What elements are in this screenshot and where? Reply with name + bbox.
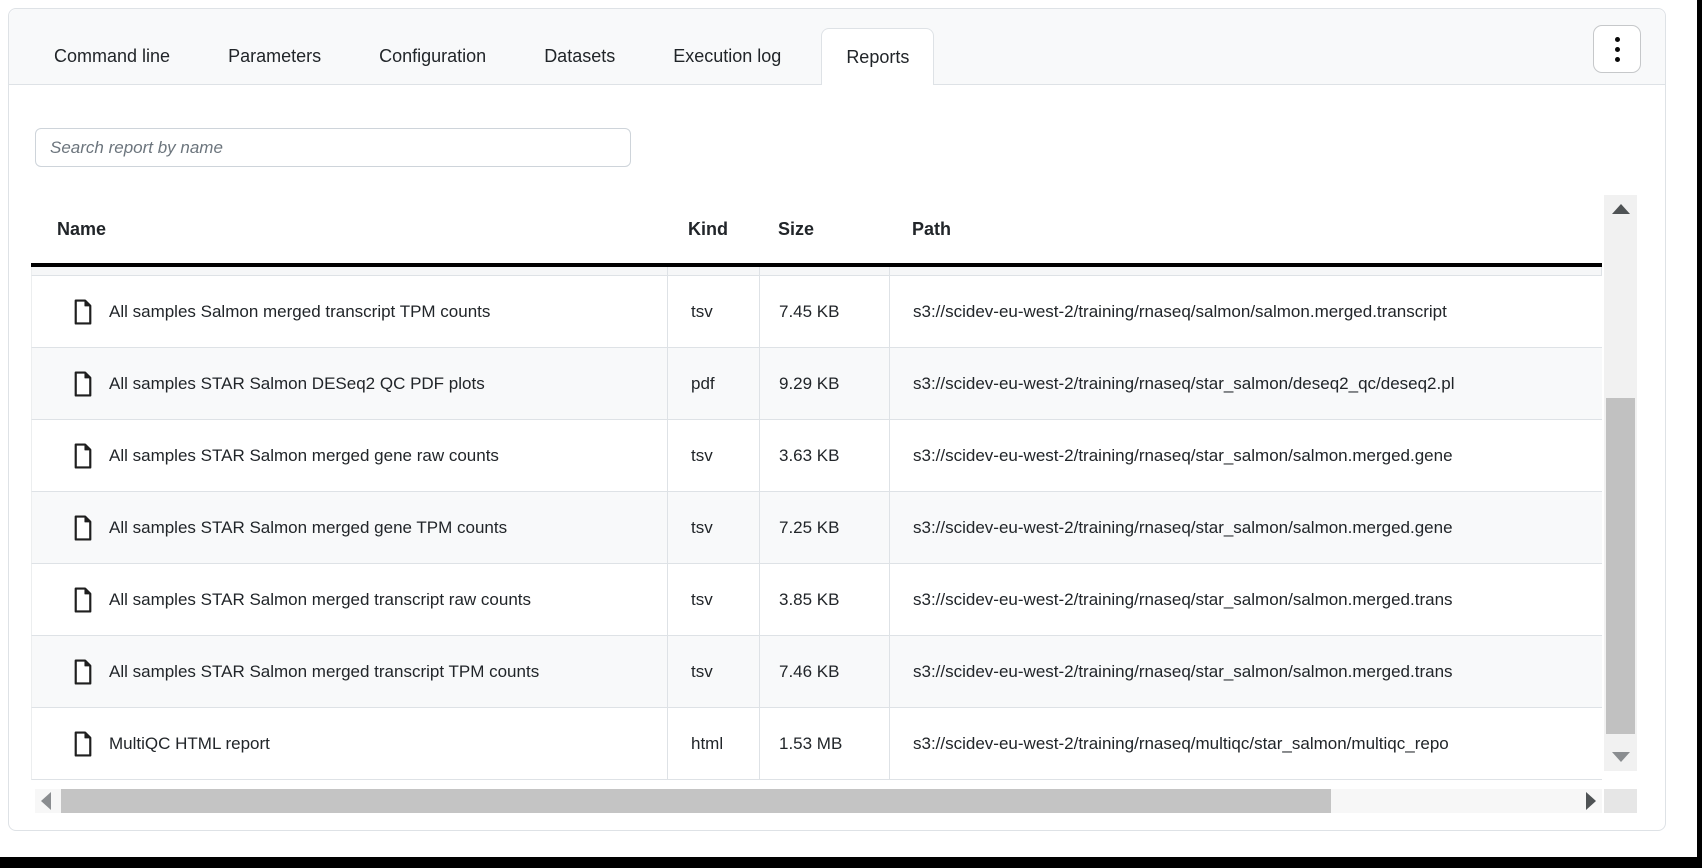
- table-row[interactable]: All samples STAR Salmon merged transcrip…: [31, 636, 1602, 708]
- report-path-cell: s3://scidev-eu-west-2/training/rnaseq/st…: [913, 589, 1453, 609]
- horizontal-scrollbar-track[interactable]: [57, 789, 1580, 813]
- tab-configuration[interactable]: Configuration: [379, 46, 487, 66]
- scroll-up-arrow-icon[interactable]: [1604, 197, 1637, 221]
- report-kind-cell: html: [668, 708, 760, 779]
- report-kind-cell: tsv: [668, 636, 760, 707]
- file-icon: [73, 370, 93, 397]
- table-row[interactable]: All samples STAR Salmon merged gene TPM …: [31, 492, 1602, 564]
- table-row[interactable]: All samples Salmon merged transcript TPM…: [31, 276, 1602, 348]
- report-name-label: All samples STAR Salmon DESeq2 QC PDF pl…: [109, 373, 485, 393]
- tab-parameters[interactable]: Parameters: [228, 46, 322, 66]
- tab-bar: Command line Parameters Configuration Datas…: [9, 9, 1665, 85]
- file-icon: [73, 658, 93, 685]
- file-icon: [73, 298, 93, 325]
- report-name-cell: All samples STAR Salmon merged gene TPM …: [32, 492, 668, 563]
- report-path-cell: s3://scidev-eu-west-2/training/rnaseq/sa…: [913, 301, 1447, 321]
- file-icon: [73, 586, 93, 613]
- report-name-label: All samples STAR Salmon merged transcrip…: [109, 589, 532, 609]
- report-kind-cell: tsv: [668, 492, 760, 563]
- tab-command-line[interactable]: Command line: [54, 46, 171, 66]
- table-row[interactable]: All samples STAR Salmon merged transcrip…: [31, 564, 1602, 636]
- file-icon: [73, 442, 93, 469]
- run-details-card: Command line Parameters Configuration Datas…: [8, 8, 1666, 831]
- scroll-down-arrow-icon[interactable]: [1604, 745, 1637, 769]
- report-name-cell: All samples STAR Salmon DESeq2 QC PDF pl…: [32, 348, 668, 419]
- report-kind-cell: tsv: [668, 564, 760, 635]
- search-input[interactable]: [35, 128, 631, 167]
- column-header-size: Size: [778, 218, 815, 239]
- report-path-cell: s3://scidev-eu-west-2/training/rnaseq/st…: [913, 445, 1453, 465]
- table-header-row: Name Kind Size Path: [31, 195, 1602, 267]
- column-header-name: Name: [57, 218, 107, 239]
- report-path-cell: s3://scidev-eu-west-2/training/rnaseq/st…: [913, 517, 1453, 537]
- file-icon: [73, 730, 93, 757]
- report-name-label: MultiQC HTML report: [109, 733, 270, 753]
- tab-reports[interactable]: Reports: [821, 28, 935, 85]
- partially-scrolled-row: [31, 267, 1602, 276]
- kebab-menu-icon: [1614, 36, 1620, 62]
- report-size-cell: 1.53 MB: [760, 708, 890, 779]
- scroll-left-arrow-icon[interactable]: [35, 789, 57, 813]
- file-icon: [73, 514, 93, 541]
- report-size-cell: 9.29 KB: [760, 348, 890, 419]
- table-row[interactable]: All samples STAR Salmon DESeq2 QC PDF pl…: [31, 348, 1602, 420]
- report-path-cell: s3://scidev-eu-west-2/training/rnaseq/st…: [913, 661, 1453, 681]
- report-name-label: All samples STAR Salmon merged gene raw …: [109, 445, 499, 465]
- report-size-cell: 7.25 KB: [760, 492, 890, 563]
- horizontal-scrollbar[interactable]: [35, 789, 1602, 813]
- report-size-cell: 3.85 KB: [760, 564, 890, 635]
- kebab-menu-button[interactable]: [1593, 25, 1641, 73]
- report-path-cell: s3://scidev-eu-west-2/training/rnaseq/mu…: [913, 733, 1449, 753]
- scroll-right-arrow-icon[interactable]: [1580, 789, 1602, 813]
- reports-table: Name Kind Size Path All samples Salmon m…: [31, 195, 1602, 780]
- scrollbar-corner: [1604, 789, 1637, 813]
- tab-execution-log[interactable]: Execution log: [673, 46, 782, 66]
- report-name-label: All samples STAR Salmon merged transcrip…: [109, 661, 540, 681]
- report-name-cell: All samples Salmon merged transcript TPM…: [32, 276, 668, 347]
- report-name-cell: All samples STAR Salmon merged transcrip…: [32, 636, 668, 707]
- report-name-cell: All samples STAR Salmon merged transcrip…: [32, 564, 668, 635]
- report-path-cell: s3://scidev-eu-west-2/training/rnaseq/st…: [913, 373, 1455, 393]
- report-size-cell: 3.63 KB: [760, 420, 890, 491]
- vertical-scrollbar-thumb[interactable]: [1606, 398, 1635, 734]
- vertical-scrollbar[interactable]: [1604, 195, 1637, 771]
- column-header-path: Path: [912, 218, 952, 239]
- column-header-kind: Kind: [688, 218, 728, 239]
- report-name-cell: MultiQC HTML report: [32, 708, 668, 779]
- table-body: All samples Salmon merged transcript TPM…: [31, 276, 1602, 780]
- report-kind-cell: tsv: [668, 420, 760, 491]
- report-kind-cell: pdf: [668, 348, 760, 419]
- report-name-label: All samples STAR Salmon merged gene TPM …: [109, 517, 508, 537]
- horizontal-scrollbar-thumb[interactable]: [61, 789, 1331, 813]
- report-size-cell: 7.45 KB: [760, 276, 890, 347]
- report-kind-cell: tsv: [668, 276, 760, 347]
- table-row[interactable]: All samples STAR Salmon merged gene raw …: [31, 420, 1602, 492]
- report-name-cell: All samples STAR Salmon merged gene raw …: [32, 420, 668, 491]
- report-size-cell: 7.46 KB: [760, 636, 890, 707]
- report-name-label: All samples Salmon merged transcript TPM…: [109, 301, 491, 321]
- tab-datasets[interactable]: Datasets: [544, 46, 616, 66]
- table-row[interactable]: MultiQC HTML report html 1.53 MB s3://scide…: [31, 708, 1602, 780]
